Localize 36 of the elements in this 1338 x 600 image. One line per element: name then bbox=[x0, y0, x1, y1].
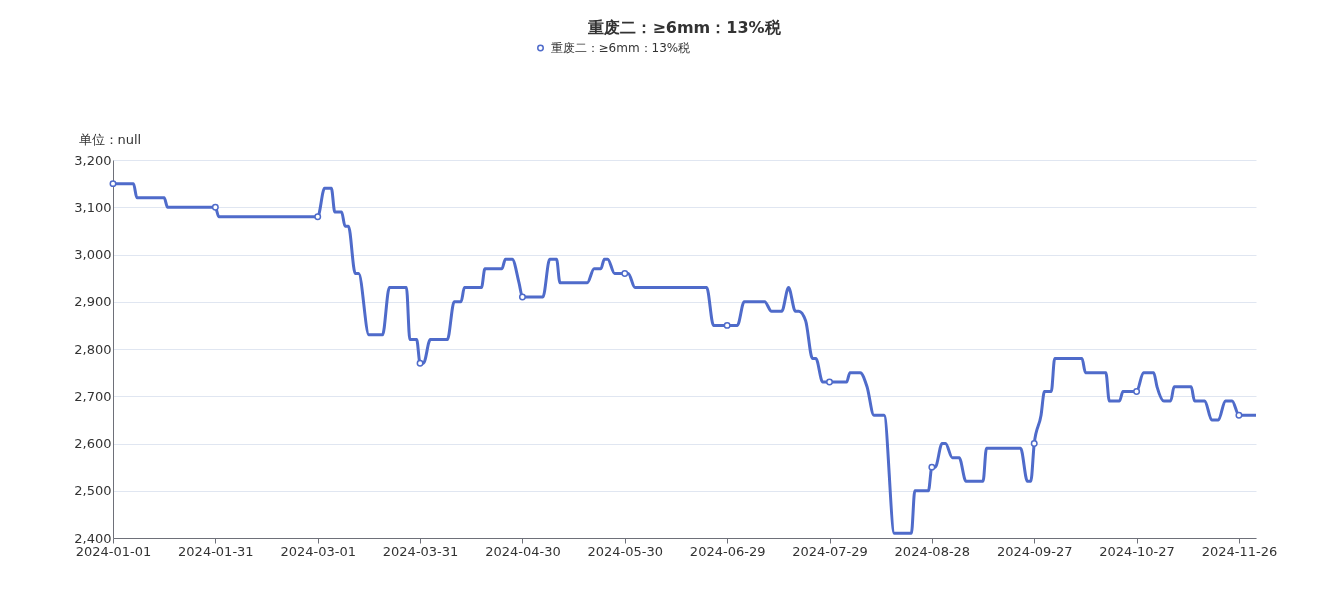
y-tick-label: 2,600 bbox=[74, 436, 112, 451]
y-tick-label: 3,200 bbox=[74, 152, 112, 168]
point bbox=[621, 269, 629, 277]
x-tick-label: 2024-09-27 bbox=[996, 543, 1073, 559]
y-tick-label: 3,000 bbox=[74, 247, 112, 262]
point bbox=[416, 359, 424, 367]
y-tick-label: 2,700 bbox=[74, 388, 112, 404]
point bbox=[1235, 411, 1243, 419]
legend-label: 重废二：≥6mm：13%税 bbox=[550, 41, 691, 55]
x-tick-label: 2024-10-27 bbox=[1099, 543, 1175, 559]
point bbox=[928, 463, 936, 471]
point bbox=[826, 378, 833, 386]
y-tick-label: 2,400 bbox=[74, 530, 112, 546]
point bbox=[314, 213, 322, 221]
x-tick-label: 2024-08-28 bbox=[894, 543, 971, 559]
point bbox=[109, 180, 117, 188]
y-tick-label: 2,900 bbox=[74, 294, 112, 310]
point bbox=[723, 321, 731, 329]
x-tick-label: 2024-11-26 bbox=[1201, 543, 1278, 559]
point bbox=[518, 293, 526, 301]
x-tick-label: 2024-05-30 bbox=[587, 543, 664, 559]
y-tick-label: 2,500 bbox=[74, 483, 112, 499]
x-tick-label: 2024-06-29 bbox=[689, 543, 766, 559]
point bbox=[1030, 440, 1038, 447]
y-tick-label: 2,800 bbox=[74, 341, 112, 357]
x-tick-label: 2024-04-30 bbox=[485, 543, 561, 559]
y-tick-label: 3,100 bbox=[74, 199, 112, 215]
y-axis-title: 单位：null bbox=[78, 131, 142, 147]
point bbox=[211, 203, 219, 211]
point bbox=[1133, 388, 1141, 396]
x-tick-label: 2024-07-29 bbox=[792, 543, 868, 559]
x-tick-label: 2024-03-01 bbox=[280, 543, 356, 559]
x-tick-label: 2024-01-31 bbox=[178, 543, 254, 559]
x-tick-label: 2024-03-31 bbox=[382, 543, 459, 559]
chart-title: 重废二：≥6mm：13%税 bbox=[587, 18, 782, 37]
x-tick-label: 2024-01-01 bbox=[75, 543, 152, 559]
